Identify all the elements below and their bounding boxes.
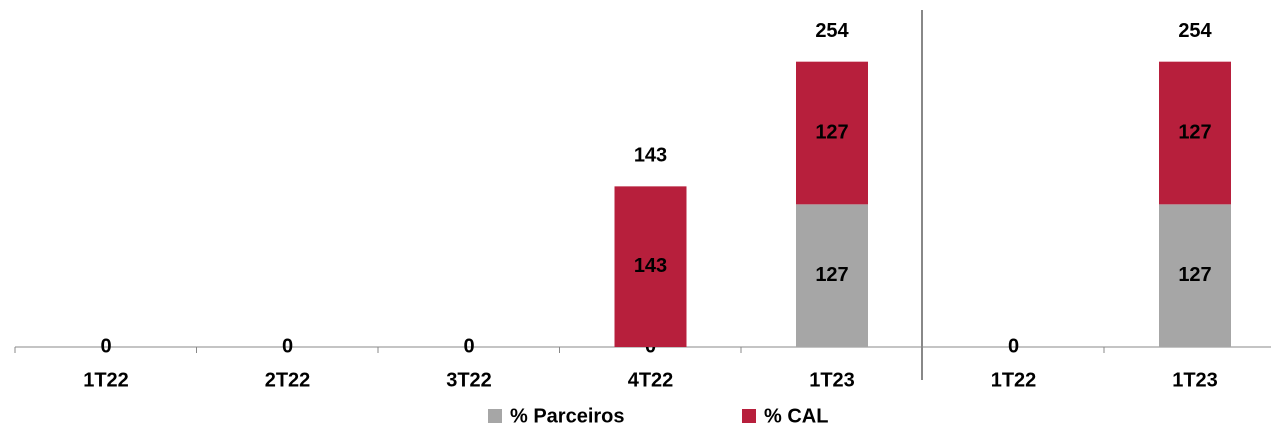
x-tick-label: 3T22 xyxy=(446,369,492,391)
legend-swatch xyxy=(742,409,756,423)
bar-segment xyxy=(796,61,868,205)
total-label: 143 xyxy=(634,145,667,167)
bar-segment xyxy=(1159,204,1231,347)
data-label: 0 xyxy=(282,335,293,357)
legend-label: % Parceiros xyxy=(510,405,625,427)
x-tick-label: 1T22 xyxy=(83,369,129,391)
legend-swatch xyxy=(488,409,502,423)
data-label: 127 xyxy=(815,121,848,143)
x-tick-label: 4T22 xyxy=(628,369,674,391)
data-label: 127 xyxy=(815,264,848,286)
data-label: 0 xyxy=(463,335,474,357)
data-label: 0 xyxy=(1008,335,1019,357)
x-tick-label: 1T23 xyxy=(1172,369,1218,391)
x-tick-label: 1T23 xyxy=(809,369,855,391)
bar-segment xyxy=(1159,61,1231,205)
data-label: 127 xyxy=(1178,121,1211,143)
x-tick-label: 2T22 xyxy=(265,369,311,391)
legend-label: % CAL xyxy=(764,405,828,427)
data-label: 143 xyxy=(634,255,667,277)
bar-segment xyxy=(614,186,687,347)
bar-segment xyxy=(796,204,868,347)
total-label: 254 xyxy=(1178,20,1212,42)
data-label: 0 xyxy=(100,335,111,357)
total-label: 254 xyxy=(815,20,849,42)
data-label: 127 xyxy=(1178,264,1211,286)
x-tick-label: 1T22 xyxy=(991,369,1037,391)
